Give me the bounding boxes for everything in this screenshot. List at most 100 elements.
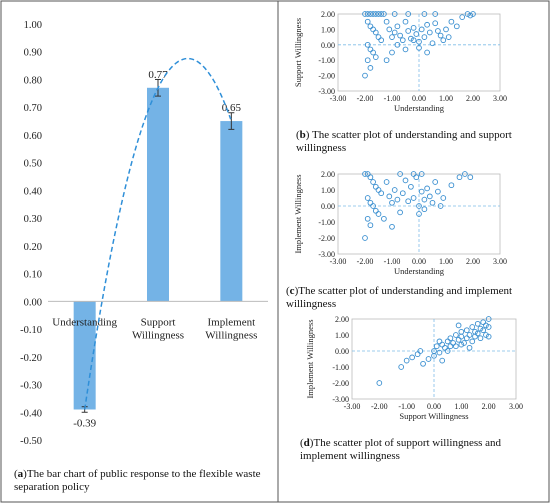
scatter-point bbox=[402, 46, 409, 53]
scatter-point bbox=[367, 174, 374, 181]
scatter-point bbox=[372, 183, 379, 190]
scatter-point bbox=[440, 37, 447, 44]
scatter-point bbox=[383, 18, 390, 25]
y-tick-label: -1.00 bbox=[318, 218, 335, 227]
scatter-point bbox=[402, 18, 409, 25]
scatter-point bbox=[367, 222, 374, 229]
scatter-point bbox=[391, 29, 398, 36]
scatter-point bbox=[394, 41, 401, 48]
scatter-point bbox=[375, 211, 382, 217]
scatter-point bbox=[362, 171, 368, 177]
y-tick-label: 0.50 bbox=[24, 159, 42, 170]
y-tick-label: -1.00 bbox=[318, 56, 335, 65]
y-tick-label: -3.00 bbox=[318, 250, 335, 259]
scatter-point bbox=[403, 357, 410, 364]
x-tick-label: 2.00 bbox=[466, 94, 480, 103]
scatter-point bbox=[389, 34, 395, 40]
caption-d: (d)The scatter plot of support willingne… bbox=[300, 437, 502, 462]
scatter-point bbox=[448, 18, 455, 25]
y-tick-label: 0.00 bbox=[24, 297, 42, 308]
scatter-point bbox=[370, 179, 376, 185]
scatter-point bbox=[398, 364, 405, 370]
y-tick-label: 0.00 bbox=[321, 202, 335, 211]
x-tick-label: -1.00 bbox=[384, 94, 401, 103]
x-axis-label: Support Willingness bbox=[399, 411, 468, 421]
scatter-point bbox=[455, 322, 462, 329]
caption-a: (a)The bar chart of public response to t… bbox=[14, 468, 261, 493]
x-category-label: Understanding bbox=[52, 316, 117, 328]
scatter-point bbox=[421, 34, 428, 40]
scatter-point bbox=[433, 343, 440, 350]
scatter-point bbox=[469, 324, 476, 330]
scatter-point bbox=[425, 356, 432, 362]
scatter-point bbox=[375, 34, 382, 40]
x-tick-label: 3.00 bbox=[509, 402, 523, 411]
scatter-point bbox=[408, 183, 414, 190]
scatter-point bbox=[397, 171, 403, 177]
scatter-point bbox=[444, 338, 451, 345]
scatter-point bbox=[418, 171, 425, 177]
scatter-point bbox=[364, 57, 371, 64]
x-tick-label: 0.00 bbox=[412, 257, 426, 266]
scatter-point bbox=[413, 174, 420, 181]
scatter-point bbox=[485, 324, 492, 330]
scatter-point bbox=[437, 32, 444, 39]
y-tick-label: 0.20 bbox=[24, 242, 42, 253]
scatter-point bbox=[459, 14, 466, 20]
scatter-point bbox=[397, 209, 403, 216]
x-tick-label: 3.00 bbox=[493, 257, 507, 266]
y-tick-label: 2.00 bbox=[321, 10, 335, 19]
scatter-point bbox=[453, 332, 459, 338]
bar bbox=[73, 301, 96, 410]
y-tick-label: -1.00 bbox=[332, 363, 349, 372]
scatter-point bbox=[372, 29, 379, 36]
scatter-point bbox=[386, 193, 393, 200]
x-axis-label: Understanding bbox=[394, 103, 445, 113]
scatter-point bbox=[402, 177, 409, 184]
scatter-point bbox=[480, 327, 487, 334]
scatter-point bbox=[367, 65, 374, 71]
scatter-point bbox=[447, 343, 454, 350]
scatter-point bbox=[364, 18, 371, 25]
scatter-point bbox=[453, 23, 460, 30]
scatter-point bbox=[383, 179, 390, 185]
scatter-point bbox=[416, 211, 422, 217]
scatter-point bbox=[437, 203, 444, 209]
y-tick-label: -3.00 bbox=[332, 395, 349, 404]
scatter-point bbox=[447, 335, 454, 342]
scatter-point bbox=[381, 215, 387, 222]
x-tick-label: 2.00 bbox=[466, 257, 480, 266]
y-tick-label: -0.20 bbox=[20, 353, 42, 364]
bar bbox=[220, 121, 243, 302]
scatter-point bbox=[474, 320, 481, 327]
x-tick-label: -3.00 bbox=[330, 257, 347, 266]
x-tick-label: -1.00 bbox=[398, 402, 415, 411]
x-tick-label: 0.00 bbox=[412, 94, 426, 103]
scatter-point bbox=[372, 54, 379, 60]
scatter-point bbox=[421, 196, 428, 203]
scatter-point bbox=[410, 171, 417, 177]
scatter-point bbox=[453, 343, 459, 350]
scatter-point bbox=[485, 333, 492, 340]
scatter-point bbox=[410, 37, 417, 44]
scatter-point bbox=[439, 341, 446, 348]
scatter-point bbox=[469, 338, 476, 345]
scatter-point bbox=[458, 341, 465, 348]
y-tick-label: 0.60 bbox=[24, 131, 42, 142]
scatter-point bbox=[458, 328, 465, 335]
scatter-point bbox=[450, 340, 456, 346]
scatter-point bbox=[480, 319, 487, 326]
scatter-point bbox=[409, 354, 415, 361]
scatter-point bbox=[462, 171, 468, 177]
scatter-point bbox=[414, 351, 421, 358]
scatter-point bbox=[405, 28, 412, 34]
scatter-point bbox=[413, 31, 420, 37]
scatter-point bbox=[421, 206, 428, 213]
scatter-point bbox=[463, 335, 470, 342]
scatter-point bbox=[367, 199, 374, 206]
scatter-point bbox=[378, 11, 385, 17]
x-category-label: Implement bbox=[208, 316, 256, 328]
x-tick-label: -3.00 bbox=[330, 94, 347, 103]
scatter-point bbox=[410, 195, 417, 201]
scatter-point bbox=[391, 187, 398, 193]
